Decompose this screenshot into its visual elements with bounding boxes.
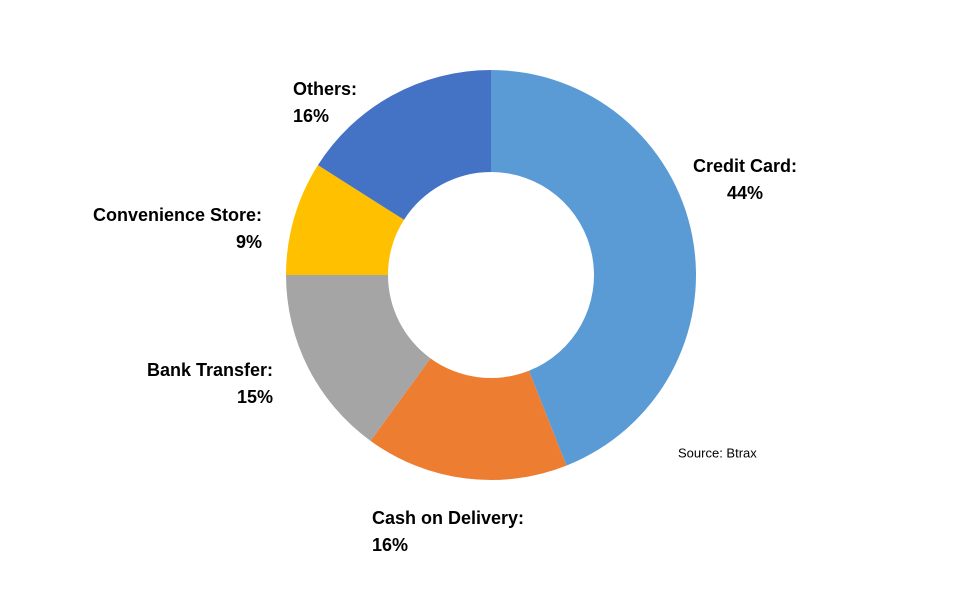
slice-label: Bank Transfer:: [147, 360, 273, 380]
slice-value-label: 15%: [237, 387, 273, 407]
donut-slice: [286, 165, 405, 275]
donut-slice: [370, 358, 567, 481]
source-note: Source: Btrax: [678, 445, 757, 460]
slice-label: Credit Card:: [693, 156, 797, 176]
slice-value-label: 16%: [372, 535, 408, 555]
donut-slice: [491, 70, 697, 466]
slice-label: Cash on Delivery:: [372, 508, 524, 528]
slice-label: Convenience Store:: [93, 205, 262, 225]
slice-value-label: 9%: [236, 232, 262, 252]
slice-label: Others:: [293, 79, 357, 99]
donut-slice: [286, 275, 431, 441]
donut-slice: [317, 70, 491, 220]
slice-value-label: 44%: [727, 183, 763, 203]
slice-value-label: 16%: [293, 106, 329, 126]
